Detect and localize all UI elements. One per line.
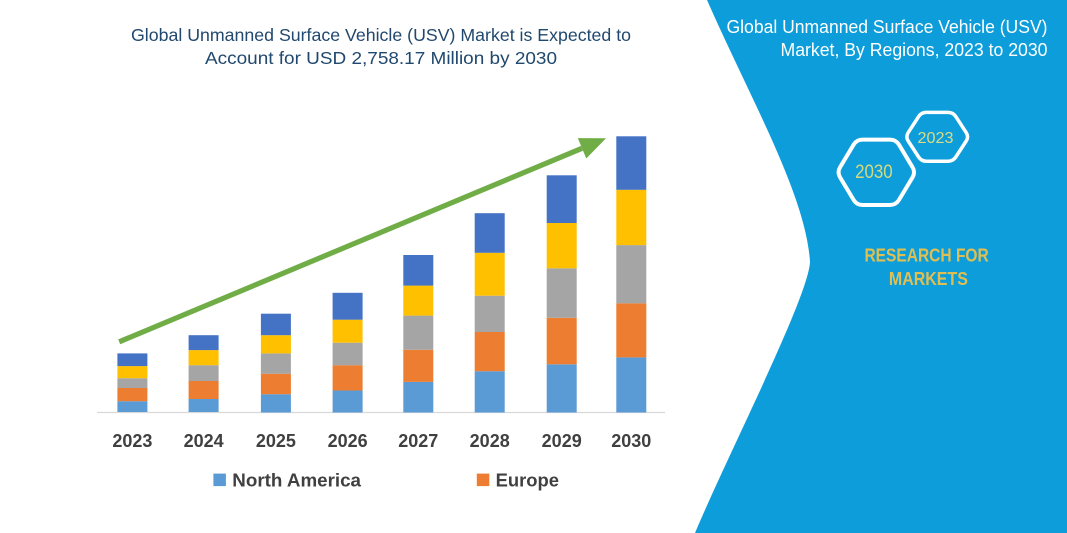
svg-text:Global Unmanned Surface Vehicl: Global Unmanned Surface Vehicle (USV) (727, 17, 1048, 37)
svg-text:2030: 2030 (611, 431, 651, 451)
svg-text:Market, By Regions, 2023 to 20: Market, By Regions, 2023 to 2030 (781, 40, 1048, 60)
svg-text:Europe: Europe (496, 470, 559, 491)
svg-text:North America: North America (232, 470, 361, 491)
svg-text:2023: 2023 (112, 431, 152, 451)
svg-text:2027: 2027 (398, 431, 438, 451)
svg-text:Global Unmanned Surface Vehicl: Global Unmanned Surface Vehicle (USV) Ma… (131, 25, 631, 45)
svg-text:2024: 2024 (184, 431, 224, 451)
svg-text:2029: 2029 (542, 431, 582, 451)
svg-text:Account for USD 2,758.17 Milli: Account for USD 2,758.17 Million by 2030 (205, 48, 557, 68)
svg-text:2026: 2026 (328, 431, 368, 451)
svg-text:2028: 2028 (470, 431, 510, 451)
svg-text:2030: 2030 (855, 162, 893, 183)
svg-text:MARKETS: MARKETS (889, 268, 968, 289)
svg-text:RESEARCH FOR: RESEARCH FOR (864, 245, 989, 266)
svg-text:2023: 2023 (918, 130, 954, 147)
svg-text:2025: 2025 (256, 431, 296, 451)
